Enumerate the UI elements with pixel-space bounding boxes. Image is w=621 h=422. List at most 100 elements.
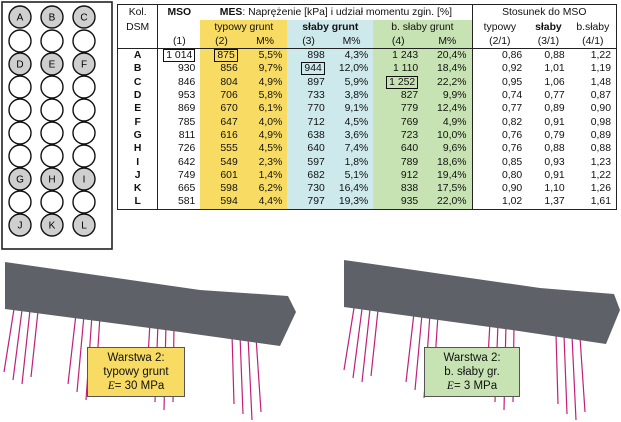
- table-row: G 811 616 4,9% 638 3,6% 723 10,0% 0,76 0,79 0,89: [116, 128, 617, 143]
- pile-column: [370, 309, 379, 377]
- header-row-3: (1) (2) M% (3) M% (4) M% (2/1) (3/1) (4/…: [116, 34, 617, 49]
- cell-mso: 930: [158, 62, 200, 75]
- cell-mso: 811: [158, 129, 200, 142]
- cell-value: 665: [177, 183, 196, 195]
- cell-value: 1,01: [544, 63, 565, 75]
- cell-s: 898: [287, 48, 330, 63]
- cell-col: H: [116, 142, 159, 156]
- legend-line3-right: E= 3 MPa: [429, 379, 515, 393]
- cell-mso: 1 014: [158, 49, 200, 63]
- cell-tp: 9,7%: [242, 62, 288, 76]
- cell-value: 682: [307, 169, 325, 181]
- slab-right: [344, 260, 620, 344]
- cell-t: 555: [200, 142, 243, 156]
- cell-col: A: [116, 48, 159, 63]
- cell-value: 18,6%: [437, 156, 467, 168]
- cell-s: 597: [287, 155, 330, 169]
- cell-r31: 1,10: [527, 182, 569, 195]
- table-row: E 869 670 6,1% 770 9,1% 779 12,4% 0,77 0,89 0,90: [116, 102, 617, 116]
- pile-label: D: [16, 60, 23, 71]
- slab-left: [5, 262, 296, 346]
- cell-value: 1,10: [544, 183, 565, 195]
- cell-s: 944: [287, 62, 330, 76]
- pile-unlabeled: [8, 144, 32, 168]
- cell-value: G: [133, 129, 142, 141]
- typowy-num: (2): [200, 34, 243, 49]
- pile-e: [40, 52, 64, 76]
- pile-unlabeled: [72, 190, 96, 214]
- cell-r21: 0,76: [472, 142, 527, 155]
- cell-value: 1,37: [544, 196, 565, 208]
- cell-mso: 665: [158, 182, 200, 195]
- pile-layout-diagram: A B C D E F G H I J K L: [1, 1, 113, 250]
- cell-tp: 4,5%: [242, 142, 288, 156]
- cell-value: 598: [220, 183, 238, 195]
- cell-value: 733: [307, 90, 325, 102]
- cell-tp: 6,1%: [242, 102, 288, 116]
- cell-value: 0,88: [544, 143, 565, 155]
- cell-value: 5,8%: [258, 90, 283, 102]
- cell-value: 0,77: [544, 90, 565, 102]
- cell-value: 0,89: [590, 129, 611, 141]
- cell-bp: 18,4%: [423, 62, 473, 76]
- cell-r21: 0,80: [472, 169, 527, 182]
- cell-sp: 7,4%: [329, 142, 374, 156]
- cell-col: J: [116, 168, 159, 182]
- table-row: J 749 601 1,4% 682 5,1% 912 19,4% 0,80 0,91 1,22: [116, 168, 617, 182]
- cell-b: 789: [373, 155, 424, 169]
- pile-column: [239, 334, 244, 415]
- pile-column: [571, 335, 577, 421]
- cell-value: 0,91: [544, 169, 565, 181]
- cell-t: 598: [200, 181, 243, 196]
- cell-value: 16,4%: [338, 183, 369, 195]
- cell-r31: 1,37: [527, 195, 570, 210]
- cell-t: 706: [200, 88, 243, 103]
- pile-l: [72, 213, 96, 237]
- cell-bp: 20,4%: [423, 48, 473, 63]
- cell-tp: 4,4%: [242, 195, 288, 210]
- cell-r31: 1,01: [527, 62, 569, 75]
- pile-unlabeled: [8, 190, 32, 214]
- cell-tp: 5,8%: [242, 88, 288, 103]
- cell-sp: 19,3%: [329, 195, 374, 210]
- cell-bp: 9,9%: [423, 88, 473, 103]
- slaby-num: (3): [287, 34, 330, 49]
- cell-r31: 1,06: [527, 76, 569, 89]
- cell-value: 19,3%: [338, 196, 369, 208]
- cell-bp: 22,2%: [423, 75, 473, 89]
- cell-mso: 869: [158, 102, 200, 115]
- cell-value: 1,06: [544, 76, 565, 88]
- cell-b: 1 252: [373, 75, 424, 89]
- cell-value: 4,5%: [344, 116, 369, 128]
- cell-bp: 19,4%: [423, 168, 473, 182]
- cell-value: 0,85: [501, 156, 523, 168]
- cell-col: G: [116, 128, 159, 143]
- cell-value: 4,3%: [344, 50, 369, 62]
- pile-unlabeled: [8, 98, 32, 122]
- pile-j: [8, 213, 32, 237]
- kol-header-2: DSM: [116, 20, 159, 34]
- cell-value: 0,87: [590, 90, 611, 102]
- cell-value: 811: [178, 129, 196, 141]
- cell-sp: 12,0%: [329, 62, 374, 76]
- cell-value: 594: [220, 196, 238, 208]
- legend-box-very-weak-soil: Warstwa 2: b. słaby gr. E= 3 MPa: [424, 347, 520, 397]
- cell-value: 0,89: [544, 103, 565, 115]
- cell-value: 0,90: [590, 103, 611, 115]
- cell-value: 555: [220, 143, 238, 155]
- cell-value: E: [134, 103, 142, 115]
- cell-r31: 0,88: [527, 142, 569, 155]
- legend-line1-left: Warstwa 2:: [107, 352, 165, 364]
- cell-s: 640: [287, 142, 330, 156]
- cell-mso: 785: [158, 115, 200, 128]
- table-row: L 581 594 4,4% 797 19,3% 935 22,0% 1,02 1,37 1,61: [116, 195, 617, 210]
- pile-column: [343, 307, 355, 371]
- pile-unlabeled: [72, 98, 96, 122]
- cell-value: 856: [220, 63, 238, 75]
- cell-value: 944: [301, 62, 325, 76]
- cell-mso: 581: [157, 195, 201, 210]
- pile-unlabeled: [8, 75, 32, 99]
- cell-t: 647: [200, 115, 243, 129]
- cell-bp: 4,9%: [423, 115, 473, 129]
- cell-tp: 4,0%: [242, 115, 288, 129]
